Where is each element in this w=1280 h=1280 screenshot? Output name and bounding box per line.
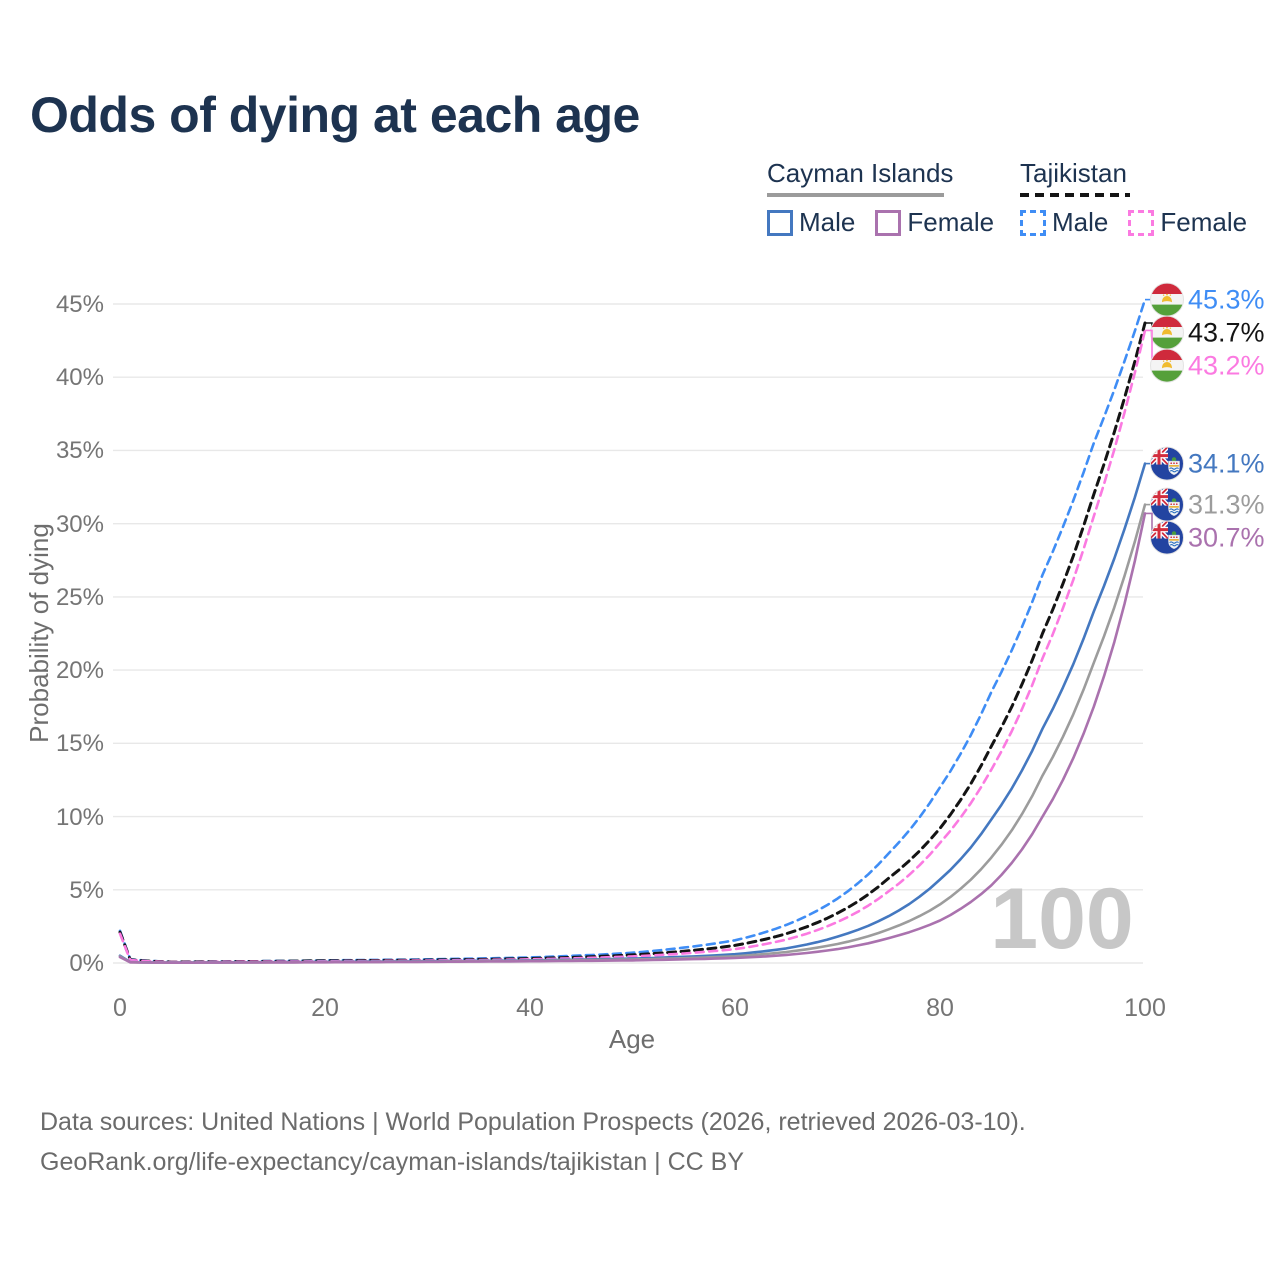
x-axis-title: Age	[609, 1024, 655, 1054]
legend-item-tajikistan-male[interactable]: Male	[1020, 207, 1108, 238]
line-tajikistan-male	[118, 298, 1147, 964]
tajikistan-male-swatch-icon	[1020, 209, 1046, 236]
cayman-female-swatch-icon	[875, 209, 902, 236]
end-annotations: 45.3%43.7%43.2% 34.1% 31.3%30.7%	[1145, 283, 1265, 555]
page-title: Odds of dying at each age	[30, 87, 640, 143]
y-tick-0: 0%	[69, 950, 104, 977]
x-tick-40: 40	[516, 994, 544, 1022]
cayman-male-swatch-icon	[767, 209, 793, 236]
cayman-islands-linestyle-swatch	[767, 193, 944, 197]
line-cayman-islands-female	[118, 512, 1147, 964]
cayman-islands-flag-icon	[1150, 447, 1184, 481]
legend-group-tajikistan: Tajikistan Male Female	[1020, 158, 1247, 238]
tajikistan-flag-icon	[1150, 349, 1184, 383]
tajikistan-flag-icon	[1150, 283, 1184, 317]
y-tick-20: 20%	[56, 657, 104, 684]
y-tick-10: 10%	[56, 804, 104, 831]
y-tick-15: 15%	[56, 730, 104, 757]
end-value-label-cayman-islands-both-sexes: 31.3%	[1188, 490, 1265, 520]
end-value-label-tajikistan-both-sexes: 43.7%	[1188, 318, 1265, 348]
age-counter-watermark: 100	[990, 871, 1134, 967]
gridlines	[113, 303, 1143, 964]
y-tick-40: 40%	[56, 364, 104, 391]
y-tick-35: 35%	[56, 437, 104, 464]
x-tick-80: 80	[926, 994, 954, 1022]
legend-group-cayman-islands: Cayman Islands Male Female	[767, 158, 994, 238]
legend-item-label: Female	[1160, 207, 1248, 237]
y-axis-title: Probability of dying	[24, 523, 54, 743]
line-tajikistan-both-sexes	[118, 321, 1147, 964]
tajikistan-female-swatch-icon	[1128, 209, 1155, 236]
x-tick-20: 20	[311, 994, 339, 1022]
y-tick-30: 30%	[56, 511, 104, 538]
tajikistan-flag-icon	[1150, 316, 1184, 350]
legend-item-label: Female	[907, 207, 995, 237]
x-tick-100: 100	[1124, 994, 1166, 1022]
cayman-islands-flag-icon	[1150, 521, 1184, 555]
x-tick-0: 0	[113, 994, 127, 1022]
y-tick-45: 45%	[56, 291, 104, 318]
legend-item-tajikistan-female[interactable]: Female	[1128, 207, 1247, 238]
data-sources-text: Data sources: United Nations | World Pop…	[40, 1108, 1026, 1136]
x-tick-60: 60	[721, 994, 749, 1022]
legend-item-cayman-male[interactable]: Male	[767, 207, 855, 238]
y-tick-5: 5%	[69, 877, 104, 904]
line-tajikistan-female	[118, 329, 1147, 964]
legend-country-cayman-islands: Cayman Islands	[767, 158, 954, 188]
y-tick-25: 25%	[56, 584, 104, 611]
legend-country-tajikistan: Tajikistan	[1020, 158, 1127, 188]
tajikistan-linestyle-swatch	[1020, 193, 1130, 197]
end-value-label-tajikistan-male: 45.3%	[1188, 285, 1265, 315]
end-value-label-tajikistan-female: 43.2%	[1188, 351, 1265, 381]
legend-item-cayman-female[interactable]: Female	[875, 207, 994, 238]
end-value-label-cayman-islands-female: 30.7%	[1188, 523, 1265, 553]
series-lines	[118, 298, 1147, 964]
end-value-label-cayman-islands-male: 34.1%	[1188, 449, 1265, 479]
attribution-link-text: GeoRank.org/life-expectancy/cayman-islan…	[40, 1148, 745, 1176]
cayman-islands-flag-icon	[1150, 488, 1184, 522]
legend-item-label: Male	[1052, 207, 1109, 237]
legend-item-label: Male	[799, 207, 856, 237]
